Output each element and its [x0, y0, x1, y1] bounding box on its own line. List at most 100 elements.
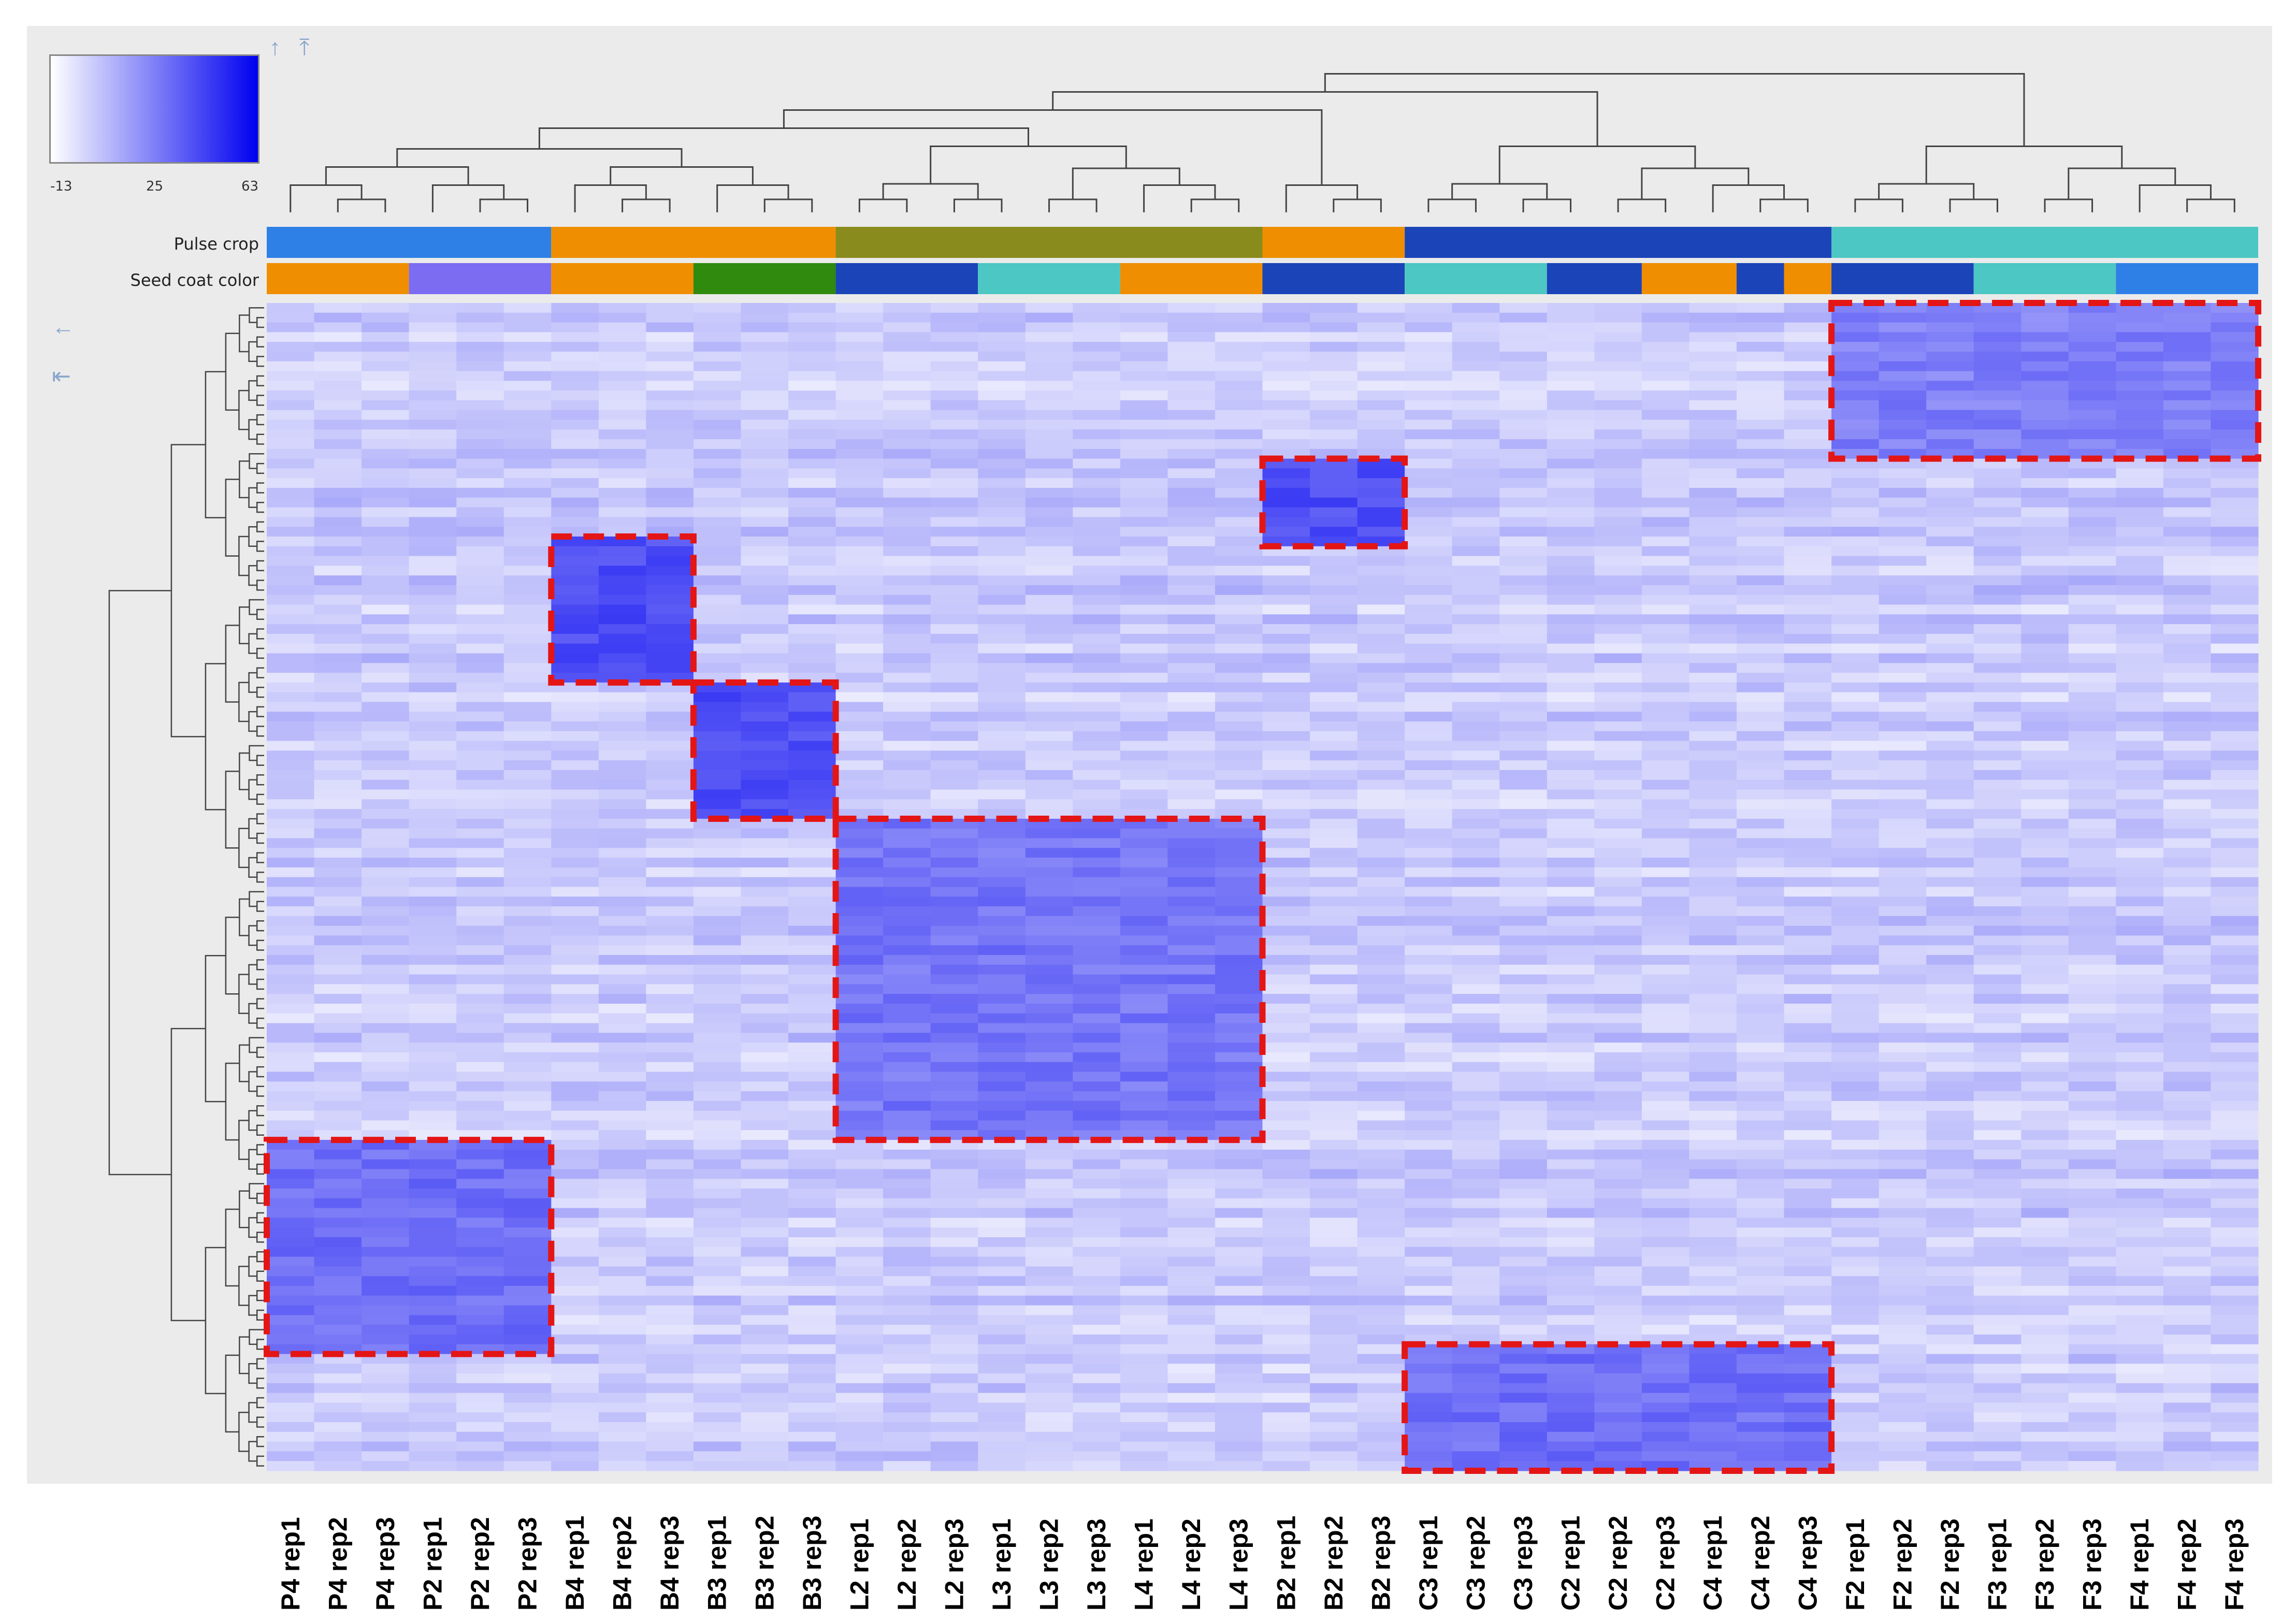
heatmap-cell — [598, 497, 646, 508]
heatmap-cell — [930, 381, 978, 391]
heatmap-cell — [1547, 838, 1595, 848]
heatmap-cell — [1310, 1218, 1358, 1228]
heatmap-cell — [930, 916, 978, 926]
heatmap-cell — [1973, 974, 2021, 985]
heatmap-cell — [646, 955, 694, 965]
heatmap-cell — [2068, 429, 2116, 440]
heatmap-cell — [1405, 1033, 1453, 1043]
heatmap-cell — [1736, 488, 1785, 498]
heatmap-cell — [1357, 419, 1405, 430]
heatmap-cell — [314, 692, 362, 703]
heatmap-cell — [456, 955, 504, 965]
heatmap-cell — [1973, 1062, 2021, 1073]
heatmap-cell — [1025, 624, 1073, 634]
heatmap-cell — [2116, 1285, 2164, 1296]
heatmap-cell — [1357, 643, 1405, 654]
heatmap-cell — [362, 779, 410, 790]
heatmap-cell — [314, 556, 362, 566]
heatmap-cell — [409, 906, 457, 917]
heatmap-cell — [646, 1130, 694, 1140]
heatmap-cell — [2163, 371, 2212, 381]
heatmap-cell — [1831, 945, 1880, 955]
heatmap-cell — [1547, 1198, 1595, 1209]
heatmap-cell — [1310, 595, 1358, 605]
heatmap-cell — [1452, 750, 1500, 761]
heatmap-cell — [1073, 1208, 1121, 1219]
heatmap-cell — [883, 1159, 931, 1170]
heatmap-cell — [1736, 312, 1785, 323]
heatmap-cell — [2068, 1334, 2116, 1345]
collapse-left-icon[interactable]: ← — [52, 314, 75, 340]
heatmap-cell — [930, 1295, 978, 1306]
heatmap-cell — [1973, 828, 2021, 839]
heatmap-cell — [1641, 1159, 1690, 1170]
heatmap-cell — [788, 585, 836, 596]
heatmap-cell — [2116, 351, 2164, 362]
heatmap-cell — [1405, 556, 1453, 566]
heatmap-cell — [1831, 497, 1880, 508]
heatmap-cell — [693, 1023, 742, 1033]
heatmap-cell — [1499, 1023, 1548, 1033]
heatmap-cell — [646, 916, 694, 926]
heatmap-cell — [883, 1023, 931, 1033]
heatmap-cell — [1405, 721, 1453, 732]
heatmap-cell — [598, 1237, 646, 1248]
heatmap-cell — [1547, 332, 1595, 342]
heatmap-cell — [1120, 312, 1168, 323]
heatmap-cell — [1452, 351, 1500, 362]
collapse-top-icon[interactable]: ⤒ — [299, 35, 310, 60]
heatmap-cell — [1452, 585, 1500, 596]
heatmap-cell — [2068, 1266, 2116, 1277]
heatmap-cell — [1025, 303, 1073, 313]
heatmap-cell — [693, 828, 742, 839]
collapse-leftmost-icon[interactable]: ⇤ — [52, 364, 71, 389]
heatmap-cell — [1120, 546, 1168, 557]
heatmap-cell — [1831, 507, 1880, 518]
heatmap-cell — [646, 390, 694, 401]
heatmap-cell — [2211, 429, 2259, 440]
heatmap-cell — [883, 1256, 931, 1267]
heatmap-cell — [1879, 741, 1927, 751]
heatmap-cell — [267, 478, 315, 488]
heatmap-cell — [1405, 964, 1453, 975]
heatmap-cell — [1926, 624, 1974, 634]
heatmap-cell — [835, 1042, 884, 1053]
heatmap-cell — [2068, 342, 2116, 352]
dendrogram-link — [1190, 198, 1240, 212]
heatmap-cell — [267, 439, 315, 450]
collapse-up-icon[interactable]: ↑ — [269, 35, 281, 60]
heatmap-cell — [1073, 507, 1121, 518]
heatmap-cell — [2068, 721, 2116, 732]
heatmap-cell — [2163, 955, 2212, 965]
heatmap-cell — [2116, 478, 2164, 488]
heatmap-cell — [1025, 566, 1073, 576]
heatmap-cell — [1073, 789, 1121, 800]
heatmap-cell — [1452, 1247, 1500, 1257]
heatmap-cell — [551, 1364, 599, 1374]
heatmap-cell — [1073, 945, 1121, 955]
heatmap-cell — [1689, 702, 1737, 712]
heatmap-cell — [883, 1130, 931, 1140]
heatmap-cell — [1405, 575, 1453, 586]
heatmap-cell — [1025, 741, 1073, 751]
heatmap-cell — [1641, 507, 1690, 518]
heatmap-cell — [1452, 770, 1500, 780]
heatmap-cell — [1262, 663, 1310, 673]
dendrogram-link — [256, 1232, 264, 1243]
heatmap-cell — [1594, 1013, 1642, 1024]
heatmap-cell — [267, 653, 315, 663]
heatmap-cell — [978, 556, 1026, 566]
heatmap-cell — [693, 1004, 742, 1014]
heatmap-cell — [1357, 1305, 1405, 1315]
heatmap-cell — [1499, 935, 1548, 946]
heatmap-cell — [883, 673, 931, 683]
heatmap-cell — [2211, 419, 2259, 430]
heatmap-cell — [1736, 303, 1785, 313]
heatmap-cell — [1831, 595, 1880, 605]
heatmap-cell — [409, 1325, 457, 1335]
heatmap-cell — [409, 614, 457, 625]
heatmap-cell — [693, 478, 742, 488]
heatmap-cell — [1405, 1383, 1453, 1394]
heatmap-cell — [1167, 458, 1216, 469]
heatmap-cell — [267, 1110, 315, 1121]
